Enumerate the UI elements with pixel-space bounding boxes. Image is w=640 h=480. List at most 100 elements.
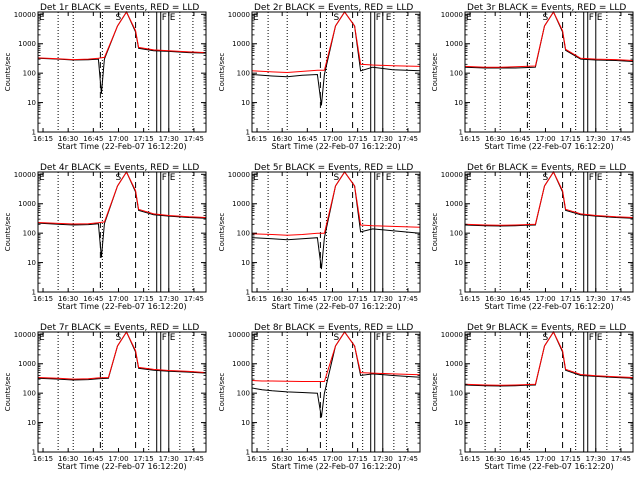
- plot-frame: [464, 11, 634, 133]
- x-axis-label: Start Time (22-Feb-07 16:12:20): [484, 302, 613, 311]
- y-tick-label: 1: [459, 129, 463, 137]
- x-tick-label: 17:30: [586, 135, 606, 143]
- event-marker: E: [253, 173, 259, 183]
- series-lld: [464, 330, 634, 386]
- x-tick-label: 16:15: [247, 455, 267, 463]
- y-tick-label: 10000: [14, 331, 36, 339]
- y-tick-label: 100: [450, 70, 463, 78]
- x-tick-label: 16:15: [460, 455, 480, 463]
- y-tick-label: 100: [23, 230, 36, 238]
- x-tick-label: 17:00: [322, 135, 342, 143]
- event-marker: F: [162, 13, 167, 23]
- y-tick-label: 10: [454, 99, 463, 107]
- event-marker: E: [466, 173, 472, 183]
- x-axis-label: Start Time (22-Feb-07 16:12:20): [271, 302, 400, 311]
- y-tick-label: 100: [450, 390, 463, 398]
- y-tick-label: 10000: [228, 171, 250, 179]
- y-tick-label: 1000: [232, 40, 250, 48]
- x-tick-label: 17:45: [611, 455, 631, 463]
- event-marker: S: [542, 173, 548, 183]
- event-marker: S: [115, 333, 121, 343]
- event-marker: E: [39, 333, 45, 343]
- series-lld: [37, 10, 207, 61]
- y-tick-label: 10: [27, 99, 36, 107]
- event-marker: F: [376, 13, 381, 23]
- panel-title: Det 9r BLACK = Events, RED = LLD: [467, 323, 626, 333]
- y-tick-label: 10: [241, 259, 250, 267]
- x-tick-label: 17:15: [348, 455, 368, 463]
- x-tick-label: 17:00: [535, 455, 555, 463]
- series-lld: [37, 170, 207, 225]
- y-tick-label: 1: [32, 289, 36, 297]
- y-tick-label: 10000: [14, 11, 36, 19]
- y-axis-label: Counts/sec: [218, 53, 226, 92]
- x-tick-label: 16:45: [510, 135, 530, 143]
- series-lld: [251, 331, 421, 382]
- event-marker: F: [589, 13, 594, 23]
- panel-title: Det 6r BLACK = Events, RED = LLD: [467, 163, 626, 173]
- event-marker: S: [115, 173, 121, 183]
- event-marker: E: [597, 333, 603, 343]
- y-axis-label: Counts/sec: [4, 53, 12, 92]
- x-tick-label: 17:30: [159, 455, 179, 463]
- y-tick-label: 10: [241, 99, 250, 107]
- series-lld: [464, 10, 634, 68]
- panel-title: Det 2r BLACK = Events, RED = LLD: [254, 3, 413, 13]
- event-marker: E: [39, 13, 45, 23]
- series-events: [464, 170, 634, 227]
- x-tick-label: 16:30: [485, 295, 505, 303]
- event-marker: E: [39, 173, 45, 183]
- panel-title: Det 4r BLACK = Events, RED = LLD: [40, 163, 199, 173]
- x-tick-label: 17:00: [108, 455, 128, 463]
- x-tick-label: 17:30: [586, 455, 606, 463]
- y-tick-label: 1000: [445, 200, 463, 208]
- plot-frame: [251, 171, 421, 293]
- x-tick-label: 17:15: [348, 135, 368, 143]
- y-axis-label: Counts/sec: [431, 213, 439, 252]
- x-tick-label: 17:15: [348, 295, 368, 303]
- series-lld: [37, 330, 207, 380]
- panel-title: Det 7r BLACK = Events, RED = LLD: [40, 323, 199, 333]
- event-marker: F: [162, 333, 167, 343]
- y-tick-label: 10000: [441, 11, 463, 19]
- x-tick-label: 16:45: [510, 455, 530, 463]
- x-axis-label: Start Time (22-Feb-07 16:12:20): [484, 462, 613, 471]
- y-tick-label: 10: [27, 259, 36, 267]
- y-tick-label: 1: [32, 449, 36, 457]
- event-marker: E: [170, 13, 176, 23]
- event-marker: S: [542, 13, 548, 23]
- x-tick-label: 16:30: [272, 455, 292, 463]
- x-tick-label: 17:45: [398, 455, 418, 463]
- x-tick-label: 16:30: [58, 135, 78, 143]
- x-tick-label: 16:30: [58, 455, 78, 463]
- x-axis-label: Start Time (22-Feb-07 16:12:20): [271, 142, 400, 151]
- y-tick-label: 1000: [18, 40, 36, 48]
- y-tick-label: 1000: [232, 360, 250, 368]
- x-tick-label: 17:15: [134, 295, 154, 303]
- x-tick-label: 16:15: [247, 295, 267, 303]
- x-tick-label: 17:15: [561, 455, 581, 463]
- series-events: [251, 11, 421, 106]
- series-events: [251, 171, 421, 270]
- x-tick-label: 16:30: [485, 135, 505, 143]
- event-marker: F: [589, 333, 594, 343]
- event-marker: E: [170, 173, 176, 183]
- x-axis-label: Start Time (22-Feb-07 16:12:20): [484, 142, 613, 151]
- x-tick-label: 16:30: [272, 135, 292, 143]
- event-marker: F: [589, 173, 594, 183]
- y-tick-label: 1: [459, 449, 463, 457]
- event-marker: S: [333, 13, 339, 23]
- y-tick-label: 100: [450, 230, 463, 238]
- x-tick-label: 16:15: [33, 295, 53, 303]
- y-tick-label: 1: [459, 289, 463, 297]
- y-tick-label: 1000: [18, 360, 36, 368]
- y-tick-label: 10000: [14, 171, 36, 179]
- panel-title: Det 3r BLACK = Events, RED = LLD: [467, 3, 626, 13]
- y-tick-label: 1000: [445, 40, 463, 48]
